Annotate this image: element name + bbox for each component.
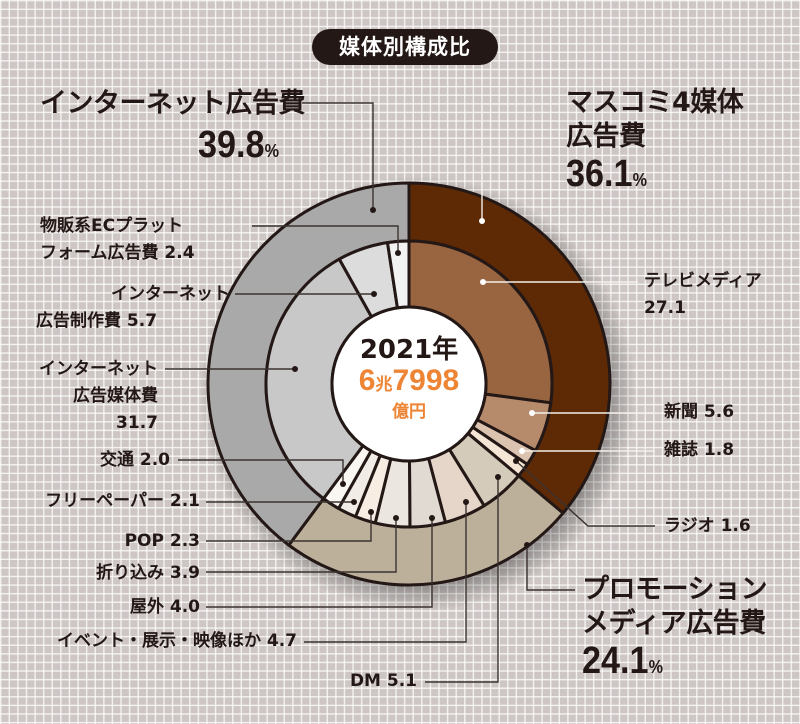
label-production-line2: 広告制作費 5.7 (36, 311, 158, 331)
label-dm: DM 5.1 (349, 671, 417, 691)
center-year: 2021年 (359, 335, 459, 365)
label-internet-pct: 39.8% (198, 125, 279, 171)
label-ec: 物販系ECプラット フォーム広告費 2.4 (40, 213, 195, 267)
leader-ec (252, 225, 399, 253)
leader-dot-event (463, 499, 469, 505)
label-mass4-line2: 広告費 (566, 121, 646, 152)
label-mass4-line1: マスコミ4媒体 (566, 87, 744, 118)
leader-lines (165, 102, 655, 683)
amount-rest: 7998 (392, 364, 460, 397)
leader-dot-magazine (519, 448, 525, 454)
mass4-pct-unit: % (632, 170, 647, 190)
center-hole (330, 305, 488, 463)
label-tv-line2: 27.1 (644, 298, 686, 318)
leader-promo (526, 545, 575, 591)
internet-pct-value: 39.8 (198, 124, 265, 166)
leader-mass4 (481, 103, 558, 221)
label-outdoor: 屋外 4.0 (129, 597, 200, 617)
leader-dot-dm (495, 474, 501, 480)
leader-outdoor (206, 518, 433, 608)
leader-dot-internet (370, 207, 376, 213)
leader-radio (515, 460, 655, 527)
leader-dot-freepaper (351, 499, 357, 505)
leader-dot-radio (513, 458, 519, 464)
label-magazine: 雑誌 1.8 (664, 440, 735, 460)
leader-dot-ec (395, 250, 401, 256)
mass4-pct-value: 36.1 (566, 153, 633, 195)
label-promo-pct: 24.1% (582, 641, 748, 687)
leader-insert (206, 518, 397, 573)
leader-dot-promo (524, 542, 530, 548)
center-total: 2021年 6兆7998 億円 (333, 335, 485, 423)
label-newspaper: 新聞 5.6 (664, 402, 735, 422)
leader-dot-admedia (292, 366, 298, 372)
label-insert: 折り込み 3.9 (95, 563, 200, 583)
leader-dot-tv (480, 279, 486, 285)
label-admedia-line3: 31.7 (116, 413, 158, 433)
leader-event (304, 502, 467, 643)
center-unit: 億円 (392, 402, 426, 422)
label-freepaper: フリーペーパー 2.1 (45, 491, 200, 511)
promo-pct-value: 24.1 (582, 640, 649, 682)
leader-dot-pop (368, 509, 374, 515)
label-ec-line2: フォーム広告費 2.4 (40, 243, 195, 263)
leader-pop (206, 512, 372, 542)
leader-dot-newspaper (529, 410, 535, 416)
label-promo-line1: プロモーション (582, 574, 767, 605)
label-tv-line1: テレビメディア (644, 271, 762, 291)
label-radio: ラジオ 1.6 (664, 516, 751, 536)
label-mass4-pct: 36.1% (566, 154, 726, 200)
leader-internet (302, 102, 374, 210)
leader-dot-transit (340, 481, 346, 487)
chart-title: 媒体別構成比 (312, 29, 498, 65)
label-internet-name: インターネット広告費 (40, 88, 306, 119)
label-transit: 交通 2.0 (99, 450, 170, 470)
leader-dot-outdoor (429, 515, 435, 521)
leader-dot-insert (393, 515, 399, 521)
label-admedia-line1: インターネット (39, 359, 158, 379)
internet-pct-unit: % (264, 141, 279, 161)
label-ec-line1: 物販系ECプラット (40, 216, 184, 236)
promo-pct-unit: % (648, 657, 663, 677)
amount-trillion-unit: 兆 (375, 375, 393, 394)
amount-trillion: 6 (358, 364, 376, 397)
leader-transit (178, 459, 344, 484)
label-production-line1: インターネット (111, 284, 230, 304)
label-mass4: マスコミ4媒体 広告費 36.1% (566, 86, 744, 200)
label-admedia: インターネット 広告媒体費 31.7 (30, 356, 158, 437)
outer-ring (206, 181, 612, 587)
label-event: イベント・展示・映像ほか 4.7 (56, 631, 297, 651)
label-promo: プロモーション メディア広告費 24.1% (582, 573, 767, 687)
label-internet: インターネット広告費 (40, 87, 306, 121)
label-admedia-line2: 広告媒体費 (73, 386, 158, 406)
leader-dm (425, 477, 499, 683)
center-amount: 6兆7998 (333, 365, 485, 401)
leader-dot-mass4 (479, 218, 485, 224)
label-promo-line2: メディア広告費 (582, 608, 766, 639)
leader-dot-production (371, 291, 377, 297)
label-pop: POP 2.3 (124, 531, 200, 551)
label-production: インターネット 広告制作費 5.7 (30, 281, 230, 335)
label-tv: テレビメディア 27.1 (644, 268, 762, 322)
